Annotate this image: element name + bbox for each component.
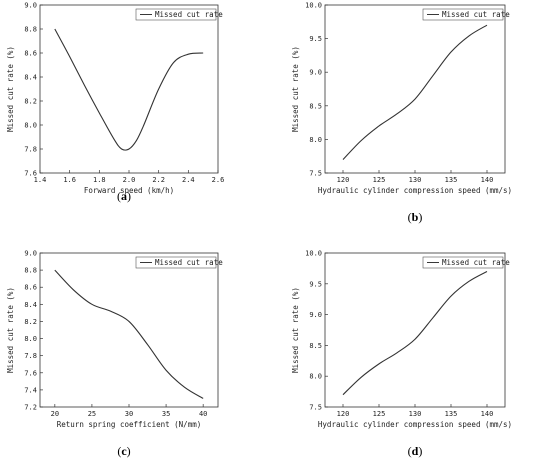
y-tick-label: 7.4 xyxy=(24,386,37,394)
x-tick-label: 1.6 xyxy=(63,176,76,184)
x-tick-label: 125 xyxy=(373,176,386,184)
y-tick-label: 7.5 xyxy=(309,170,322,178)
y-tick-label: 9.0 xyxy=(24,250,37,258)
y-tick-label: 7.5 xyxy=(309,404,322,412)
series-line-missed-cut-rate xyxy=(54,28,204,151)
y-tick-label: 8.6 xyxy=(24,284,37,292)
y-tick-label: 8.4 xyxy=(24,74,37,82)
x-tick-label: 2.0 xyxy=(123,176,136,184)
x-tick-label: 2.2 xyxy=(152,176,165,184)
y-tick-label: 8.5 xyxy=(309,342,322,350)
panel-label: (d) xyxy=(408,444,423,458)
y-axis-label: Missed cut rate (%) xyxy=(6,287,15,373)
y-tick-label: 8.2 xyxy=(24,98,37,106)
y-tick-label: 9.5 xyxy=(309,280,322,288)
panel-label: (a) xyxy=(117,189,131,203)
legend-entry: Missed cut rate xyxy=(155,258,223,267)
x-axis-label: Return spring coefficient (N/mm) xyxy=(57,420,202,429)
x-tick-label: 40 xyxy=(199,410,207,418)
chart-panel-b: 120 125 130 135 140 7.5 8.0 8.5 9.0 9.5 10.0 Hydrau… xyxy=(291,2,512,225)
x-tick-label: 30 xyxy=(125,410,133,418)
x-axis-label: Forward speed (km/h) xyxy=(84,186,174,195)
y-tick-label: 7.2 xyxy=(24,404,37,412)
y-tick-label: 8.8 xyxy=(24,267,37,275)
x-axis-label: Hydraulic cylinder compression speed (mm… xyxy=(318,186,512,195)
x-tick-label: 135 xyxy=(445,410,458,418)
y-tick-label: 8.8 xyxy=(24,26,37,34)
chart-panel-d: 120 125 130 135 140 7.5 8.0 8.5 9.0 9.5 10.0 Hydrau… xyxy=(291,250,512,459)
x-tick-label: 120 xyxy=(337,410,350,418)
chart-panel-c: 20 25 30 35 40 7.2 7.4 7.6 7.8 8.0 8.2 8.4 8.6 8.8 9.0… xyxy=(6,250,223,459)
x-axis-label: Hydraulic cylinder compression speed (mm… xyxy=(318,420,512,429)
y-tick-label: 8.6 xyxy=(24,50,37,58)
x-tick-label: 120 xyxy=(337,176,350,184)
chart-panel-a: 1.4 1.6 1.8 2.0 2.2 2.4 2.6 7.6 7.8 8.0 8.2 8.4 8.6 8… xyxy=(6,2,224,204)
plot-frame xyxy=(39,4,219,174)
y-tick-label: 10.0 xyxy=(305,2,322,10)
y-tick-label: 8.0 xyxy=(309,373,322,381)
panel-label: (c) xyxy=(117,444,130,458)
y-tick-label: 8.0 xyxy=(24,122,37,130)
y-axis-label: Missed cut rate (%) xyxy=(6,46,15,132)
y-tick-label: 8.0 xyxy=(24,335,37,343)
x-tick-label: 1.4 xyxy=(34,176,47,184)
y-tick-label: 7.6 xyxy=(24,369,37,377)
x-tick-label: 140 xyxy=(481,176,494,184)
y-tick-label: 7.6 xyxy=(24,170,37,178)
series-line-missed-cut-rate xyxy=(342,270,488,396)
x-tick-label: 125 xyxy=(373,410,386,418)
y-axis-label: Missed cut rate (%) xyxy=(291,46,300,132)
y-tick-label: 8.5 xyxy=(309,102,322,110)
y-tick-label: 9.0 xyxy=(24,2,37,10)
series-line-missed-cut-rate xyxy=(54,269,204,399)
x-tick-label: 130 xyxy=(409,410,422,418)
x-tick-label: 2.6 xyxy=(212,176,225,184)
y-axis-label: Missed cut rate (%) xyxy=(291,287,300,373)
legend-entry: Missed cut rate xyxy=(442,10,510,19)
legend-entry: Missed cut rate xyxy=(155,10,223,19)
legend-box xyxy=(135,256,217,269)
y-tick-label: 7.8 xyxy=(24,352,37,360)
y-tick-label: 8.4 xyxy=(24,301,37,309)
plot-frame xyxy=(39,252,219,408)
x-tick-label: 140 xyxy=(481,410,494,418)
series-line-missed-cut-rate xyxy=(342,24,488,160)
y-tick-label: 9.0 xyxy=(309,311,322,319)
y-tick-label: 9.0 xyxy=(309,69,322,77)
legend-box xyxy=(422,8,504,21)
x-tick-label: 1.8 xyxy=(93,176,106,184)
y-tick-label: 8.2 xyxy=(24,318,37,326)
legend-entry: Missed cut rate xyxy=(442,258,510,267)
x-tick-label: 35 xyxy=(162,410,170,418)
x-tick-label: 135 xyxy=(445,176,458,184)
y-tick-label: 9.5 xyxy=(309,35,322,43)
x-tick-label: 25 xyxy=(88,410,96,418)
x-tick-label: 20 xyxy=(51,410,59,418)
legend-box xyxy=(422,256,504,269)
y-tick-label: 8.0 xyxy=(309,136,322,144)
x-tick-label: 2.4 xyxy=(182,176,195,184)
legend-box xyxy=(135,8,217,21)
y-tick-label: 10.0 xyxy=(305,250,322,258)
y-tick-label: 7.8 xyxy=(24,146,37,154)
x-tick-label: 130 xyxy=(409,176,422,184)
panel-label: (b) xyxy=(408,210,423,224)
